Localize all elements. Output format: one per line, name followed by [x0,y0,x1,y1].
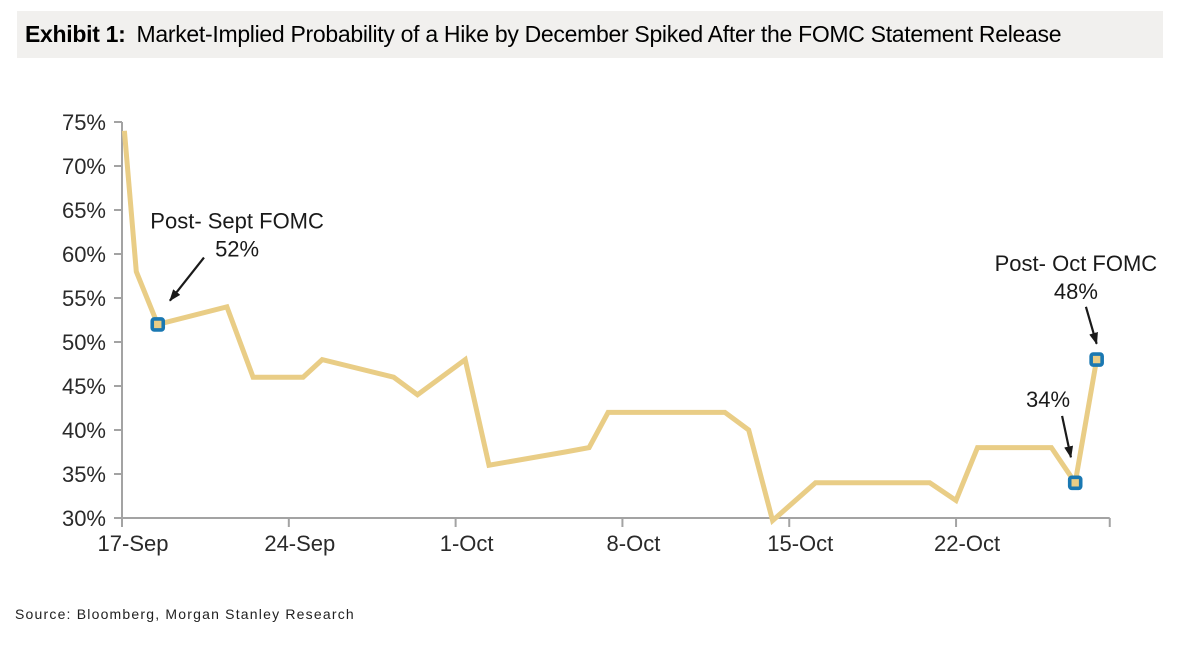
y-tick-label: 60% [62,242,106,267]
exhibit-number-label: Exhibit 1: [25,21,126,47]
source-note: Source: Bloomberg, Morgan Stanley Resear… [15,606,355,622]
chart-annotation: 34% [1026,387,1074,459]
y-tick-label: 40% [62,418,106,443]
probability-line [121,130,1100,526]
annotation-text: 34% [1026,387,1070,412]
exhibit-title-text: Market-Implied Probability of a Hike by … [136,21,1062,47]
annotation-text: Post- Sept FOMC [150,209,324,234]
x-tick-label: 17-Sep [98,531,169,556]
exhibit-title-bar: Exhibit 1: Market-Implied Probability of… [17,11,1163,58]
annotation-arrow-icon [169,256,205,302]
x-tick-label: 22-Oct [934,531,1000,556]
annotation-text: 48% [1054,279,1098,304]
x-tick-label: 24-Sep [264,531,335,556]
x-tick-label: 8-Oct [607,531,661,556]
chart-annotation: Post- Sept FOMC 52% [150,209,324,302]
y-tick-label: 35% [62,462,106,487]
y-tick-label: 70% [62,154,106,179]
x-tick-label: 1-Oct [440,531,494,556]
annotation-text: 52% [215,237,259,262]
y-tick-label: 45% [62,374,106,399]
fomc-marker [1067,475,1083,491]
fomc-marker [150,317,166,332]
y-tick-label: 75% [62,110,106,135]
annotation-arrow-icon [1084,306,1098,345]
y-tick-label: 30% [62,506,106,531]
y-tick-label: 55% [62,286,106,311]
chart-annotation: Post- Oct FOMC 48% [995,251,1158,345]
fomc-marker [1089,352,1104,367]
axes [114,121,1111,527]
annotation-text: Post- Oct FOMC [995,251,1158,276]
y-tick-label: 65% [62,198,106,223]
annotation-arrow-icon [1061,415,1074,459]
y-tick-label: 50% [62,330,106,355]
x-tick-label: 15-Oct [767,531,833,556]
